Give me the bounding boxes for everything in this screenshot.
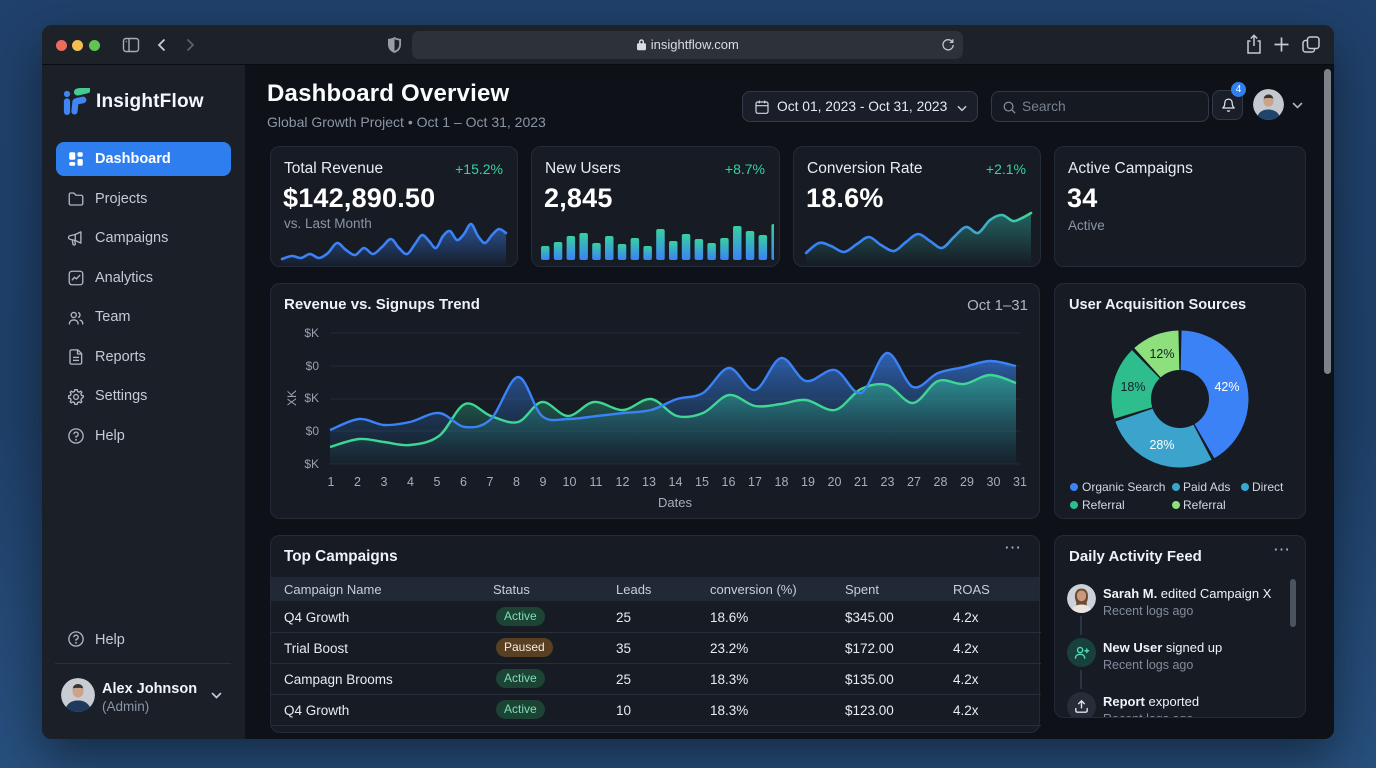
svg-text:13: 13 xyxy=(642,475,656,489)
svg-text:2: 2 xyxy=(354,475,361,489)
svg-text:6: 6 xyxy=(460,475,467,489)
svg-text:10: 10 xyxy=(563,475,577,489)
svg-text:3: 3 xyxy=(381,475,388,489)
svg-text:19: 19 xyxy=(801,475,815,489)
svg-text:17: 17 xyxy=(748,475,762,489)
svg-text:30: 30 xyxy=(987,475,1001,489)
svg-text:42%: 42% xyxy=(1214,380,1239,394)
svg-text:31: 31 xyxy=(1013,475,1027,489)
svg-text:11: 11 xyxy=(590,475,603,489)
svg-text:20: 20 xyxy=(828,475,842,489)
svg-text:28%: 28% xyxy=(1149,438,1174,452)
svg-text:16: 16 xyxy=(722,475,736,489)
svg-text:12%: 12% xyxy=(1149,347,1174,361)
svg-text:27: 27 xyxy=(907,475,921,489)
svg-text:8: 8 xyxy=(513,475,520,489)
svg-text:14: 14 xyxy=(669,475,683,489)
svg-text:28: 28 xyxy=(934,475,948,489)
svg-text:Dates: Dates xyxy=(658,495,692,510)
svg-text:29: 29 xyxy=(960,475,974,489)
svg-text:21: 21 xyxy=(854,475,868,489)
svg-text:23: 23 xyxy=(881,475,895,489)
svg-text:15: 15 xyxy=(695,475,709,489)
svg-text:12: 12 xyxy=(616,475,630,489)
svg-text:4: 4 xyxy=(407,475,414,489)
svg-text:1: 1 xyxy=(328,475,335,489)
svg-text:9: 9 xyxy=(540,475,547,489)
svg-text:18%: 18% xyxy=(1120,380,1145,394)
svg-text:7: 7 xyxy=(487,475,494,489)
svg-text:5: 5 xyxy=(434,475,441,489)
svg-text:18: 18 xyxy=(775,475,789,489)
